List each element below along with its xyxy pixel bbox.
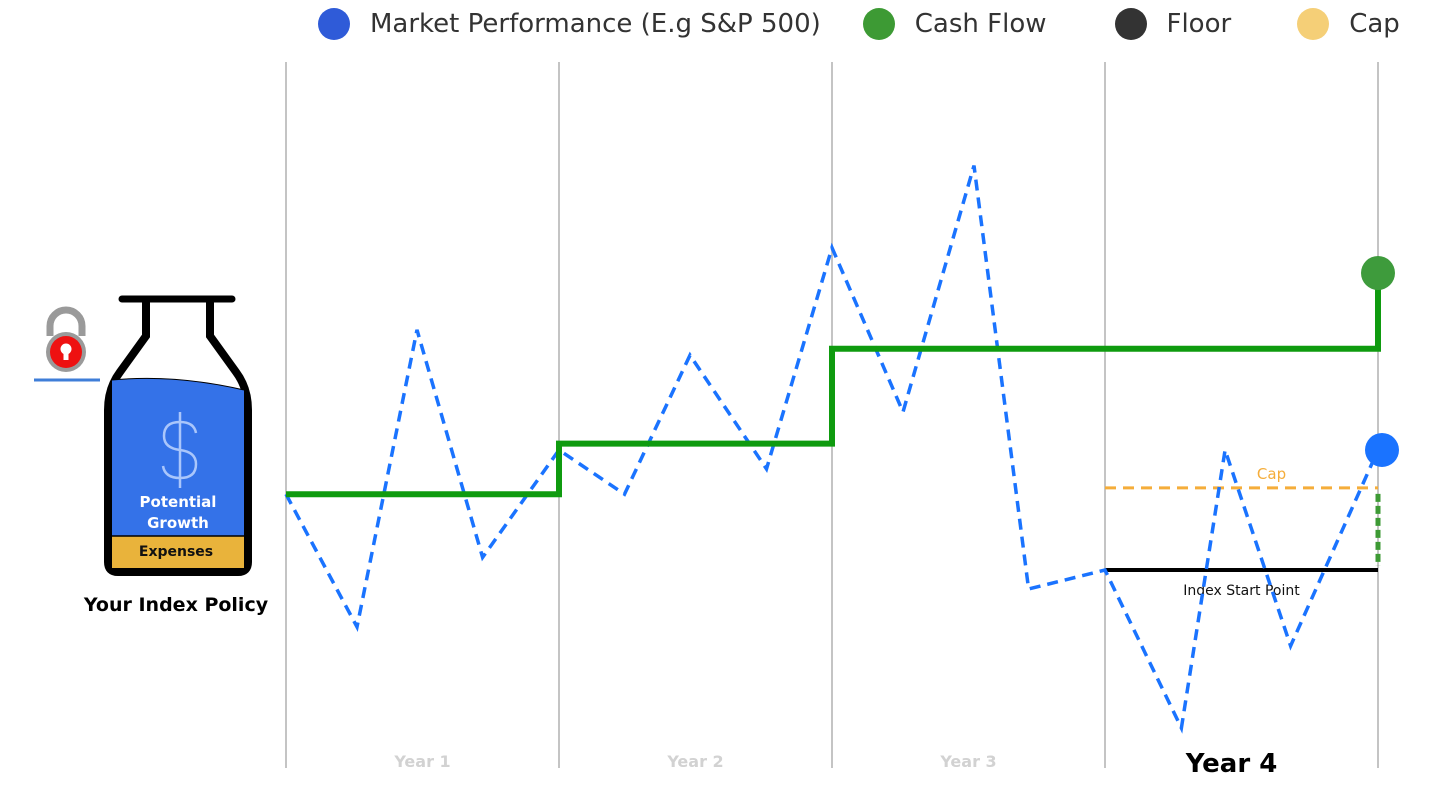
legend-item-floor: Floor: [1114, 8, 1232, 40]
x-tick-label: Year 3: [939, 752, 996, 771]
chart-legend: Market Performance (E.g S&P 500) Cash Fl…: [318, 4, 1400, 44]
legend-dot-icon: [1114, 8, 1147, 40]
series-line-cash-flow: [286, 273, 1381, 498]
policy-title: Your Index Policy: [83, 594, 269, 616]
legend-label: Cash Flow: [914, 9, 1047, 39]
policy-jar-illustration: Potential Growth Expenses Your Index Pol…: [34, 295, 269, 616]
potential-growth-label: Potential: [140, 493, 217, 511]
legend-item-market: Market Performance (E.g S&P 500): [318, 8, 821, 40]
legend-label: Cap: [1349, 9, 1400, 39]
dollar-icon: [161, 412, 198, 488]
legend-dot-icon: [318, 8, 350, 40]
x-tick-label: Year 1: [393, 752, 450, 771]
series-line-market: [284, 165, 1380, 734]
lock-icon: [34, 306, 100, 382]
legend-dot-icon: [862, 8, 895, 40]
cap-label: Cap: [1257, 465, 1286, 483]
cash-flow-end-marker: [1361, 256, 1395, 290]
legend-dot-icon: [1297, 8, 1330, 40]
legend-label: Floor: [1166, 9, 1232, 39]
x-tick-label: Year 4: [1185, 749, 1278, 779]
potential-growth-label: Growth: [147, 514, 209, 532]
legend-label: Market Performance (E.g S&P 500): [370, 9, 821, 39]
market-end-marker: [1365, 432, 1399, 467]
x-tick-label: Year 2: [666, 752, 723, 771]
x-axis-labels: Year 1 Year 2 Year 3 Year 4: [393, 749, 1277, 779]
expenses-label: Expenses: [139, 544, 213, 560]
legend-item-cap: Cap: [1297, 8, 1400, 40]
floor-label: Index Start Point: [1183, 583, 1300, 599]
legend-item-cash-flow: Cash Flow: [862, 8, 1047, 40]
